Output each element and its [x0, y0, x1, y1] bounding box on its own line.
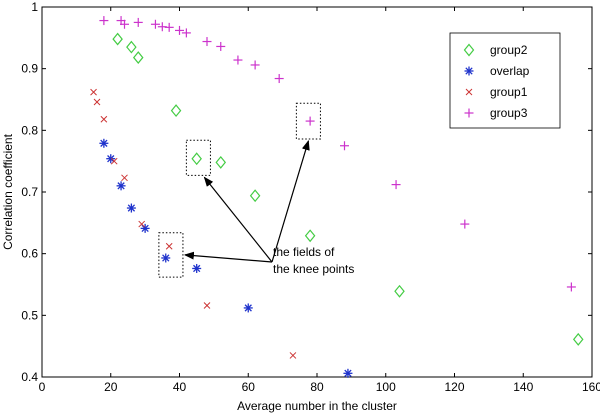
knee-annotation-text: the fields of the knee points [273, 245, 354, 276]
group2-point [304, 229, 316, 243]
group3-point [566, 282, 576, 292]
group1-point [93, 98, 101, 106]
group3-point [181, 28, 191, 38]
knee-field-box [158, 232, 184, 278]
x-tick-label: 120 [444, 380, 464, 394]
knee-field-box [185, 139, 211, 176]
group1-point [138, 220, 146, 228]
group1-point [289, 352, 297, 359]
group2-point [191, 152, 202, 166]
group2-point [249, 189, 261, 203]
annotation-line-2: the knee points [273, 262, 354, 276]
legend-box [449, 32, 561, 129]
legend: group2 overlap group1 group3 [449, 32, 561, 129]
annotation-line-1: the fields of [273, 245, 335, 259]
group3-point [305, 116, 315, 126]
group1-point [165, 242, 173, 250]
annotations [158, 102, 321, 278]
annotation-arrow [271, 140, 310, 263]
x-tick-label: 40 [173, 380, 187, 394]
group3-point [340, 141, 349, 151]
group3-point [120, 19, 129, 29]
legend-label-overlap: overlap [490, 64, 530, 78]
y-tick-label: 0.9 [21, 62, 38, 76]
group3-point [391, 180, 401, 190]
x-tick-label: 20 [104, 380, 118, 394]
overlap-point [140, 223, 150, 233]
overlap-point [243, 303, 253, 313]
group2-point [170, 104, 182, 118]
overlap-point [343, 368, 353, 378]
group3-point [202, 37, 212, 47]
group2-point [572, 332, 584, 346]
group1-point [110, 157, 118, 165]
legend-label-group2: group2 [490, 43, 528, 57]
data-points [90, 16, 584, 378]
x-tick-label: 140 [513, 380, 533, 394]
y-tick-label: 0.6 [21, 247, 38, 261]
group1-point [121, 174, 128, 182]
group3-point [164, 22, 174, 32]
group1-point [90, 88, 97, 96]
group1-point [100, 115, 108, 123]
group1-point [203, 302, 211, 309]
legend-label-group1: group1 [490, 85, 528, 99]
x-axis-label: Average number in the cluster [237, 399, 397, 413]
legend-marker-overlap [464, 66, 474, 76]
group2-point [132, 51, 144, 65]
legend-label-group3: group3 [490, 106, 528, 120]
group3-point [233, 55, 243, 65]
overlap-point [192, 263, 202, 273]
y-axis-label: Correlation coefficient [1, 133, 15, 250]
x-tick-label: 160 [582, 380, 600, 394]
x-tick-label: 60 [242, 380, 256, 394]
group3-point [175, 25, 184, 35]
overlap-point [99, 138, 109, 148]
group2-point [126, 40, 137, 54]
group3-point [150, 19, 160, 29]
group3-point [216, 41, 226, 51]
annotation-arrow [183, 251, 273, 263]
overlap-point [106, 154, 116, 164]
overlap-point [161, 253, 171, 263]
y-tick-label: 0.8 [21, 123, 38, 137]
overlap-point [126, 203, 136, 213]
y-tick-label: 0.7 [21, 185, 38, 199]
group3-point [133, 17, 143, 27]
knee-field-box [295, 102, 321, 140]
group2-point [394, 284, 405, 298]
group3-point [99, 16, 109, 26]
group2-point [215, 155, 227, 169]
legend-marker-group1 [465, 88, 473, 96]
x-tick-label: 100 [376, 380, 396, 394]
x-tick-label: 80 [310, 380, 324, 394]
annotation-arrow [203, 176, 273, 263]
y-tick-label: 1 [31, 0, 38, 14]
group3-point [250, 60, 260, 70]
y-tick-label: 0.4 [21, 370, 38, 384]
group3-point [274, 74, 284, 84]
axis-ticks: 0 20 40 60 80 100 120 140 160 0.4 0.5 0.6 0.7 0.8 0.9 1 [21, 0, 600, 394]
overlap-point [116, 181, 126, 191]
group3-point [157, 22, 167, 32]
legend-marker-group2 [463, 43, 475, 57]
group2-point [112, 32, 123, 46]
x-tick-label: 0 [39, 380, 46, 394]
group3-point [460, 219, 470, 229]
y-tick-label: 0.5 [21, 308, 38, 322]
legend-marker-group3 [464, 108, 474, 118]
